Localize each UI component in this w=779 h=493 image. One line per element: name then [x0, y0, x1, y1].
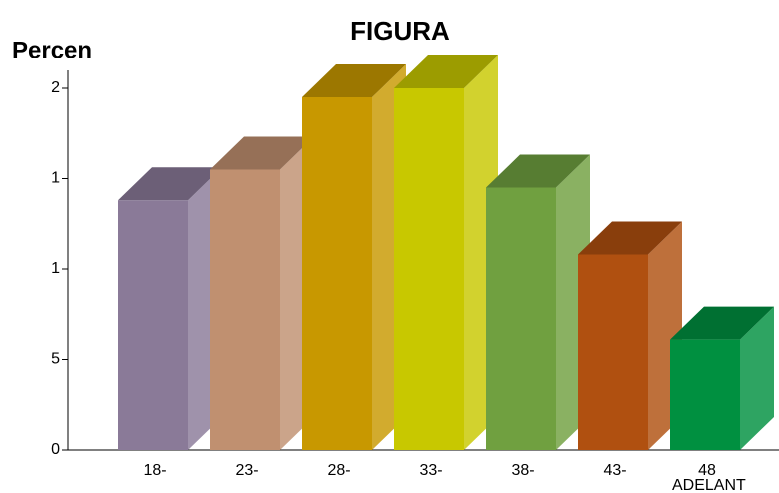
bar [394, 55, 498, 450]
x-tick-label: 48 ADELANT [672, 462, 746, 493]
x-tick-label: 43- [603, 462, 627, 479]
bar [302, 64, 406, 451]
bar [670, 306, 774, 450]
bar-top [118, 167, 222, 201]
bar-top [394, 55, 498, 88]
y-axis-label: Percen [12, 37, 92, 64]
y-tick-label: 2 [51, 79, 60, 96]
bar-front [486, 187, 556, 451]
x-tick-label: 38- [511, 462, 535, 479]
bar-front [394, 88, 464, 450]
x-tick-label: 18- [143, 462, 167, 479]
y-tick-label: 0 [51, 441, 60, 458]
bar-top [210, 136, 314, 170]
chart-title: FIGURA [350, 16, 450, 46]
bar-top [670, 306, 774, 340]
x-tick-label: 33- [419, 462, 443, 479]
x-tick-label: 23- [235, 462, 259, 479]
bar-side [740, 306, 774, 450]
bar-front [302, 97, 372, 451]
bar [486, 154, 590, 451]
bar-top [578, 221, 682, 255]
bar-top [486, 154, 590, 188]
y-tick-label: 1 [51, 170, 60, 187]
bar-front [118, 200, 188, 450]
bar [578, 221, 682, 450]
bar-front [578, 254, 648, 450]
bar [118, 167, 222, 450]
y-tick-label: 1 [51, 260, 60, 277]
bar-front [670, 339, 740, 450]
bar-front [210, 169, 280, 450]
x-tick-label: 28- [327, 462, 351, 479]
bar-top [302, 64, 406, 98]
y-tick-label: 5 [51, 351, 60, 368]
bar [210, 136, 314, 450]
